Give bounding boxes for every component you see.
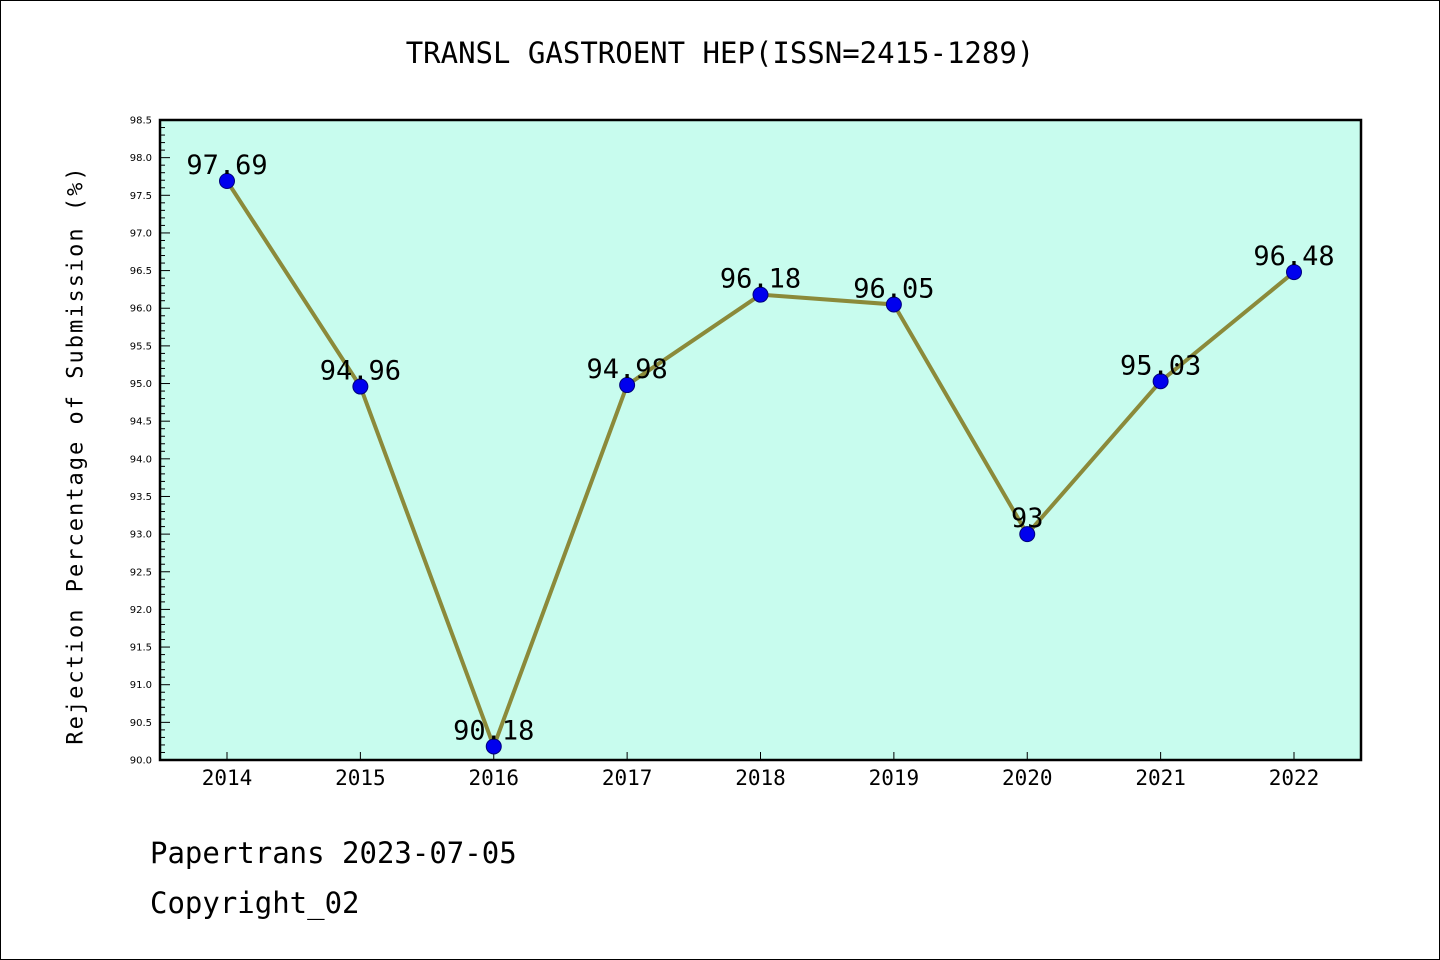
y-tick-label: 96.0 <box>130 304 152 315</box>
data-point <box>752 286 769 303</box>
x-axis-ticks: 2014 2015 2016 2017 2018 2019 2020 2021 2022 <box>202 752 1320 790</box>
plot-area <box>160 120 1361 760</box>
data-point <box>1019 526 1036 543</box>
y-tick-label: 91.0 <box>130 680 152 691</box>
data-point <box>1152 373 1169 390</box>
x-tick-label: 2016 <box>468 766 519 790</box>
x-tick-label: 2015 <box>335 766 386 790</box>
data-point <box>352 378 369 395</box>
y-tick-label: 94.0 <box>130 454 152 465</box>
y-tick-label: 94.5 <box>130 417 152 428</box>
x-tick-label: 2014 <box>202 766 253 790</box>
y-tick-label: 92.0 <box>130 605 152 616</box>
data-label: 94.98 <box>586 354 667 385</box>
data-point <box>219 172 235 189</box>
y-axis-ticks: 90.0 90.5 91.0 91.5 92.0 92.5 93.0 93.5 94.0 94.5… <box>130 116 170 767</box>
y-tick-label: 96.5 <box>130 266 152 277</box>
data-label: 94.96 <box>320 356 401 387</box>
y-tick-label: 98.0 <box>130 153 152 164</box>
y-tick-label: 98.5 <box>130 116 152 127</box>
plot-border <box>158 118 1363 762</box>
data-label: 96.18 <box>720 264 801 295</box>
data-points <box>219 172 1302 755</box>
x-tick-label: 2018 <box>735 766 786 790</box>
y-tick-label: 95.5 <box>130 341 152 352</box>
data-point <box>619 377 636 394</box>
footer-source: Papertrans 2023-07-05 <box>150 836 517 870</box>
y-tick-label: 97.5 <box>130 191 152 202</box>
data-labels: 97.69 94.96 90.18 94.98 96.18 96.05 93 95.03 96.… <box>186 150 1334 746</box>
footer-copyright: Copyright_02 <box>150 886 360 920</box>
y-tick-label: 92.5 <box>130 567 152 578</box>
x-tick-label: 2020 <box>1002 766 1053 790</box>
x-tick-label: 2022 <box>1269 766 1320 790</box>
y-tick-label: 93.5 <box>130 492 152 503</box>
data-point <box>485 738 502 755</box>
data-point <box>1286 264 1302 281</box>
y-tick-label: 90.5 <box>130 718 152 729</box>
x-tick-label: 2021 <box>1135 766 1186 790</box>
data-label: 97.69 <box>186 150 267 181</box>
y-tick-label: 97.0 <box>130 228 152 239</box>
chart-title: TRANSL GASTROENT HEP(ISSN=2415-1289) <box>405 36 1035 70</box>
data-label: 96.05 <box>853 273 934 304</box>
data-label: 93 <box>1011 503 1044 534</box>
x-tick-label: 2019 <box>869 766 920 790</box>
data-label: 90.18 <box>453 715 534 746</box>
data-label: 96.48 <box>1253 241 1334 272</box>
y-tick-label: 93.0 <box>130 530 152 541</box>
y-tick-label: 90.0 <box>130 756 152 767</box>
x-tick-label: 2017 <box>602 766 653 790</box>
data-point <box>885 296 902 313</box>
y-tick-label: 95.0 <box>130 379 152 390</box>
data-label: 95.03 <box>1120 350 1201 381</box>
y-tick-label: 91.5 <box>130 643 152 654</box>
